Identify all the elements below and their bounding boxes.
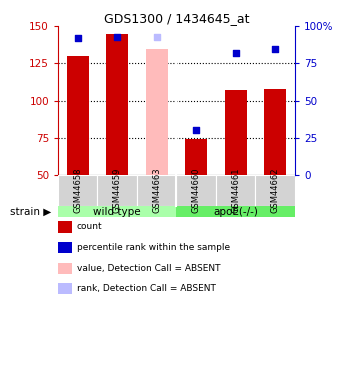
Title: GDS1300 / 1434645_at: GDS1300 / 1434645_at [104,12,249,25]
Text: GSM44659: GSM44659 [113,168,122,213]
Text: percentile rank within the sample: percentile rank within the sample [77,243,230,252]
Bar [255,175,295,206]
Bar [186,139,207,175]
Text: GSM44663: GSM44663 [152,168,161,213]
Text: apoE(-/-): apoE(-/-) [213,207,258,216]
Bar [58,206,177,218]
Point [272,46,278,52]
Point [115,34,120,40]
Text: value, Detection Call = ABSENT: value, Detection Call = ABSENT [77,264,220,273]
Bar [216,175,255,206]
Text: strain ▶: strain ▶ [10,207,51,216]
Text: GSM44661: GSM44661 [231,168,240,213]
Text: GSM44662: GSM44662 [271,168,280,213]
Bar [177,175,216,206]
Bar [264,89,286,175]
Point [193,128,199,134]
Bar [106,34,128,175]
Bar [225,90,247,175]
Bar [58,175,98,206]
Point [154,34,160,40]
Bar [177,206,295,218]
Text: wild type: wild type [93,207,141,216]
Text: count: count [77,222,102,231]
Bar [137,175,177,206]
Point [75,35,80,41]
Bar [98,175,137,206]
Text: rank, Detection Call = ABSENT: rank, Detection Call = ABSENT [77,284,216,293]
Bar [67,56,89,175]
Text: GSM44660: GSM44660 [192,168,201,213]
Bar [146,49,167,175]
Point [233,50,238,56]
Text: GSM44658: GSM44658 [73,168,82,213]
